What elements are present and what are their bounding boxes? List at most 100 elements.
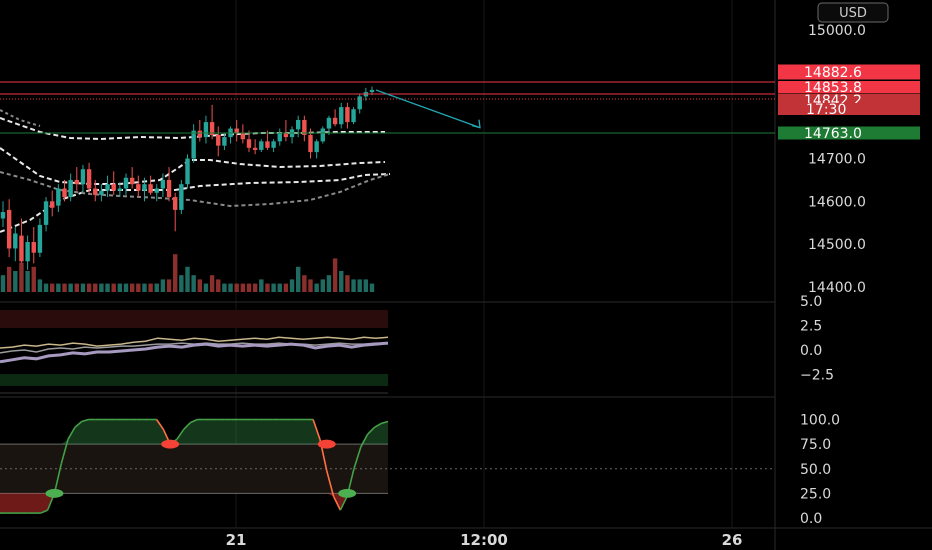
stoch-line-segment [367,426,375,435]
price-tag-box [778,126,920,140]
volume-bar [136,283,141,292]
volume-bar [246,283,252,292]
osc-tick-label: 0.0 [800,343,822,359]
stoch-line-segment [373,422,382,429]
oscillator-pane [0,310,389,394]
candle-body [6,209,12,249]
volume-bar [142,283,147,292]
osc-tick-label: 2.5 [800,319,822,335]
candle-body [296,119,301,130]
stoch-cross-marker [45,488,64,498]
volume-bar [62,283,67,292]
band-line [0,147,386,185]
arrow-shaft [375,89,481,129]
stoch-line-segment [40,509,48,514]
candle-body [37,224,43,253]
volume-bar [166,279,172,292]
volume-bar [148,283,153,292]
candle-body [99,190,104,195]
candle-body [185,158,190,185]
candle-body [105,184,110,191]
volume-bar [314,283,319,292]
volume-bar [37,279,43,292]
candle-body [369,89,375,93]
candle-body [326,117,332,129]
volume-bar [296,266,301,292]
candle-body [357,96,362,110]
stoch-band-bg [0,444,388,494]
candle-body [332,117,338,125]
stoch-tick-label: 100.0 [800,413,840,429]
candle-body [179,184,184,210]
volume-bar [222,283,227,292]
volume-bar [105,283,110,292]
candle-body [240,132,246,140]
price-tick-label: 14700.0 [808,152,866,168]
stochastic-axis: 100.0 75.0 50.0 25.0 0.0 [800,413,840,528]
volume-bar [326,275,332,292]
band-line [0,109,41,127]
volume-bar [228,283,233,292]
candle-body [0,212,6,219]
candle-body [117,188,123,191]
volume-bar [252,283,258,292]
candle-body [74,179,79,185]
candle-body [252,147,258,150]
stoch-cross-marker [338,488,357,498]
volume-bar [154,283,159,292]
candle-body [19,235,24,262]
candle-body [56,188,61,206]
time-axis[interactable]: 21 12:00 26 [226,531,743,549]
stoch-line-segment [183,421,192,430]
osc-lower-zone [0,374,388,386]
volume-bar [308,279,313,292]
volume-bar [259,279,264,292]
volume-bar [68,283,73,292]
volume-bar [160,279,166,292]
volume-bar [345,275,350,292]
candle-body [50,201,55,208]
volume-bar [271,283,276,292]
volume-bar [93,283,98,292]
osc-line [0,341,389,364]
volume-bar [173,254,178,292]
candle-body [62,188,67,198]
volume-bar [332,258,338,292]
stoch-cross-marker [317,439,336,449]
candle-body [259,141,264,150]
osc-upper-zone [0,310,388,328]
time-tick-label: 12:00 [460,531,508,549]
price-tick-label: 15000.0 [808,23,866,39]
candle-body [93,188,98,195]
volume-bar [99,283,104,292]
candle-body [351,109,356,123]
grid-lines [235,0,733,528]
candlestick-series[interactable] [0,86,375,270]
price-axis[interactable]: 15000.0 14700.0 14600.0 14500.0 14400.0 [808,23,866,296]
stoch-line-segment [67,426,76,440]
volume-bar [209,275,215,292]
volume-bar [320,279,325,292]
projection-arrow[interactable] [375,89,481,129]
currency-button[interactable]: USD [817,2,889,23]
volume-bar [56,283,61,292]
candle-body [271,141,276,148]
time-tick-label: 21 [226,531,247,549]
band-line [0,171,391,208]
stoch-line-segment [74,420,83,428]
stoch-line-segment [353,446,362,469]
osc-line [0,336,389,349]
volume-bar [191,275,196,292]
volume-bar [363,279,369,292]
volume-bar [302,275,307,292]
volume-bar [50,283,55,292]
volume-bar [234,283,239,292]
volume-bar [179,275,184,292]
volume-bar [357,279,362,292]
stochastic-pane [0,418,775,514]
candle-body [302,119,307,135]
volume-bar [369,283,375,292]
oscillator-axis: 5.0 2.5 0.0 −2.5 [800,294,834,384]
volume-bar [80,283,86,292]
